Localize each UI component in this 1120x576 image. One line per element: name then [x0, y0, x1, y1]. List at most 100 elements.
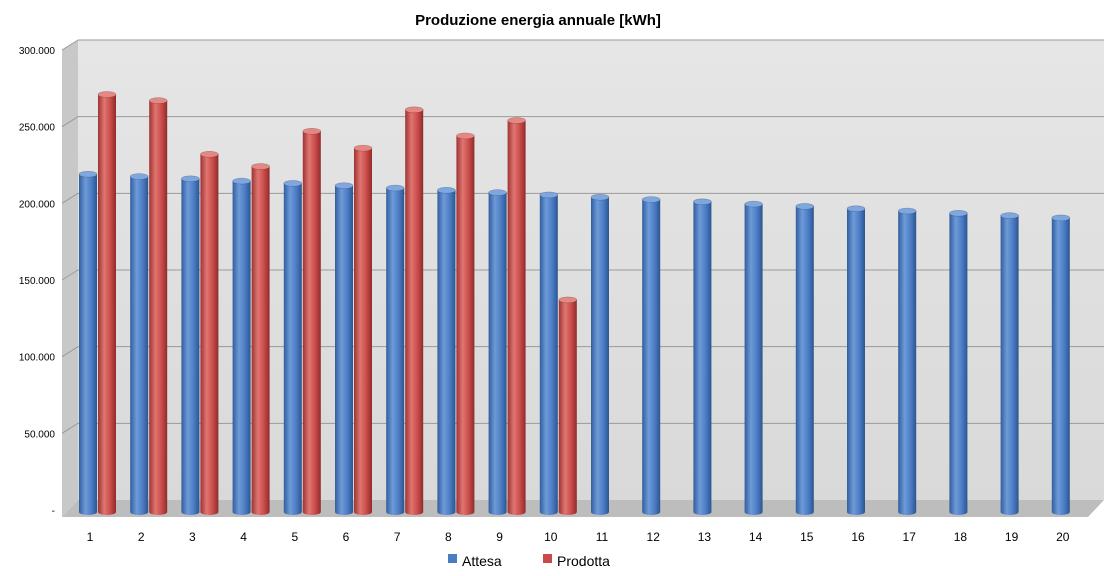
legend: Attesa Prodotta — [448, 553, 610, 569]
bar-top — [539, 191, 559, 199]
bar-top — [1000, 212, 1019, 219]
grid-line-side — [61, 116, 79, 128]
bar-body — [744, 204, 763, 512]
bar-prodotta-1 — [97, 91, 117, 515]
bar-base — [507, 509, 526, 515]
bar-body — [847, 208, 865, 512]
bar-attesa-4 — [232, 177, 251, 515]
bar-body — [456, 135, 475, 512]
bar-base — [335, 509, 353, 515]
legend-swatch-attesa — [448, 554, 457, 563]
x-tick-label: 17 — [903, 530, 917, 544]
bar-prodotta-7 — [404, 106, 424, 515]
bar-attesa-1 — [78, 170, 98, 515]
bar-attesa-12 — [641, 196, 661, 515]
grid-line-side — [61, 346, 79, 358]
bar-base — [795, 509, 814, 515]
bar-body — [488, 192, 507, 512]
bar-top — [456, 132, 475, 140]
bar-top — [78, 170, 98, 178]
x-tick-label: 19 — [1005, 530, 1019, 544]
bar-prodotta-9 — [507, 117, 526, 515]
bar-top — [744, 200, 763, 208]
bar-top — [129, 173, 149, 180]
bar-body — [1051, 217, 1070, 512]
bar-body — [251, 166, 270, 513]
bar-body — [591, 197, 609, 512]
bar-base — [386, 509, 405, 515]
bar-body — [79, 174, 97, 512]
bar-top — [949, 210, 968, 217]
bar-body — [693, 201, 712, 513]
bar-attesa-16 — [846, 205, 866, 515]
x-tick-label: 18 — [954, 530, 968, 544]
x-tick-label: 9 — [496, 530, 503, 544]
x-tick-label: 2 — [138, 530, 145, 544]
bar-base — [488, 509, 507, 515]
bar-body — [302, 131, 321, 512]
bar-body — [283, 183, 302, 512]
bar-top — [795, 203, 815, 210]
bar-body — [130, 176, 149, 512]
bar-base — [558, 509, 577, 515]
bar-base — [693, 509, 712, 515]
bar-top — [251, 163, 270, 170]
bar-base — [79, 509, 97, 515]
bar-base — [847, 509, 865, 515]
x-tick-label: 6 — [343, 530, 350, 544]
bar-top — [200, 150, 219, 158]
x-tick-label: 4 — [240, 530, 247, 544]
bar-top — [385, 184, 405, 192]
bar-attesa-8 — [437, 187, 456, 515]
bar-top — [283, 180, 303, 187]
plot-floor — [62, 500, 1104, 517]
x-tick-label: 12 — [647, 530, 661, 544]
bar-base — [898, 509, 917, 515]
bar-top — [846, 205, 866, 212]
bar-prodotta-8 — [456, 132, 475, 515]
legend-label-prodotta: Prodotta — [557, 553, 610, 569]
y-tick-label: 200.000 — [19, 199, 56, 210]
bar-base — [283, 509, 302, 515]
bar-prodotta-5 — [302, 127, 322, 515]
bar-body — [386, 188, 405, 512]
bar-base — [744, 509, 763, 515]
bar-body — [98, 94, 116, 512]
legend-swatch-prodotta — [543, 554, 552, 563]
x-tick-label: 16 — [851, 530, 865, 544]
bar-body — [149, 100, 168, 512]
bar-body — [507, 120, 526, 513]
bar-prodotta-10 — [558, 296, 578, 515]
y-axis-ticks: - 50.000 100.000 150.000 200.000 250.000 300.0… — [19, 46, 56, 517]
bar-body — [181, 178, 200, 513]
bar-base — [251, 509, 270, 515]
x-tick-label: 15 — [800, 530, 814, 544]
bar-top — [1051, 214, 1071, 222]
bar-top — [437, 187, 456, 194]
bar-top — [693, 198, 712, 206]
bar-top — [181, 175, 200, 183]
bar-top — [590, 193, 610, 201]
x-tick-label: 3 — [189, 530, 196, 544]
bar-prodotta-6 — [353, 144, 373, 515]
bar-base — [437, 509, 456, 515]
bar-top — [641, 196, 661, 203]
bar-top — [404, 106, 424, 114]
bar-attesa-7 — [385, 184, 405, 515]
bar-body — [232, 181, 251, 512]
bar-base — [149, 509, 168, 515]
bar-attesa-13 — [693, 198, 712, 515]
bar-body — [898, 211, 917, 512]
bar-attesa-19 — [1000, 212, 1019, 515]
bar-base — [1000, 509, 1019, 515]
x-tick-label: 1 — [87, 530, 94, 544]
bar-body — [949, 213, 968, 513]
bar-attesa-5 — [283, 180, 303, 515]
bar-top — [488, 189, 507, 196]
bar-body — [405, 109, 424, 513]
bar-attesa-3 — [181, 175, 200, 515]
y-tick-label: - — [52, 506, 55, 517]
bar-attesa-2 — [129, 173, 149, 515]
bar-top — [334, 182, 354, 189]
